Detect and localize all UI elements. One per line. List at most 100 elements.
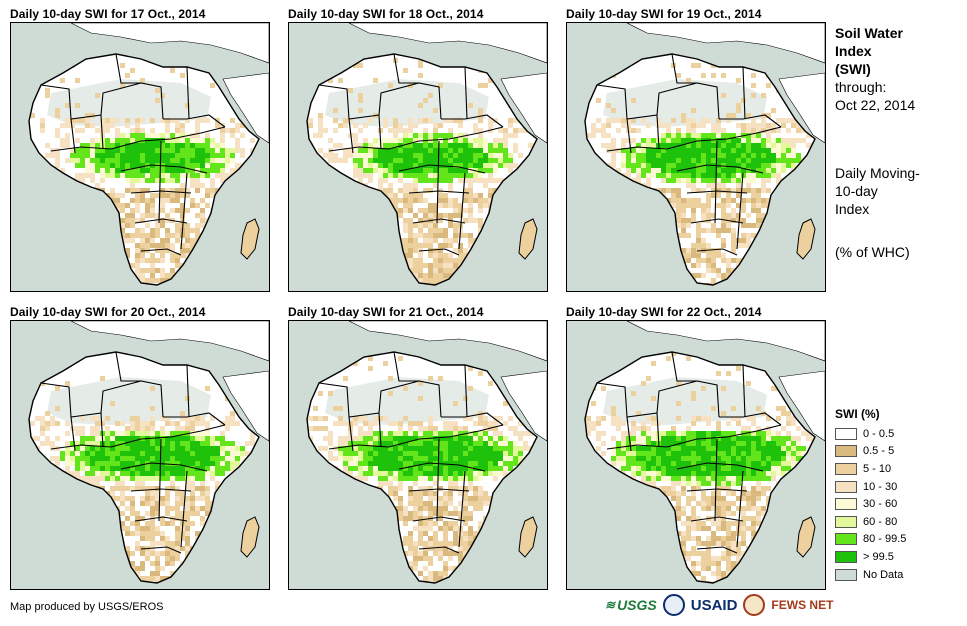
africa-coastline xyxy=(584,53,816,286)
desc-line2: 10-day xyxy=(835,183,878,199)
country-border xyxy=(656,114,660,150)
country-border xyxy=(719,114,782,128)
africa-map xyxy=(566,320,826,590)
map-canvas xyxy=(28,321,269,584)
map-canvas xyxy=(306,23,547,286)
panel-title: Daily 10-day SWI for 17 Oct., 2014 xyxy=(10,7,206,21)
legend-swatch xyxy=(835,498,857,511)
country-border xyxy=(596,82,720,120)
index-description: Daily Moving- 10-day Index xyxy=(835,164,920,218)
map-canvas xyxy=(584,23,825,286)
country-border xyxy=(408,190,470,194)
legend-item: No Data xyxy=(835,566,906,584)
usgs-wave-icon: ≋ xyxy=(605,598,616,612)
country-border xyxy=(348,118,354,154)
legend: SWI (%) 0 - 0.5 0.5 - 5 5 - 10 10 - 30 30 - … xyxy=(835,407,906,583)
europe-landmass xyxy=(70,321,269,362)
country-border xyxy=(464,364,468,418)
desc-line1: Daily Moving- xyxy=(835,165,920,181)
country-border xyxy=(50,424,226,450)
madagascar xyxy=(796,218,816,260)
country-border xyxy=(70,118,76,154)
country-border xyxy=(134,516,188,522)
madagascar xyxy=(796,516,816,558)
legend-label: 60 - 80 xyxy=(863,515,898,528)
country-border xyxy=(100,114,104,150)
africa-coastline xyxy=(28,351,260,584)
country-border xyxy=(378,412,382,448)
country-border xyxy=(186,66,190,120)
country-border xyxy=(626,416,632,452)
legend-swatch xyxy=(835,462,857,475)
arabia-landmass xyxy=(500,72,547,144)
legend-item: > 99.5 xyxy=(835,548,906,566)
country-border xyxy=(120,462,208,472)
country-border xyxy=(130,488,192,492)
country-border xyxy=(441,114,504,128)
country-border xyxy=(40,380,164,418)
legend-swatch xyxy=(835,568,857,581)
panel-title: Daily 10-day SWI for 22 Oct., 2014 xyxy=(566,305,762,319)
africa-map xyxy=(288,22,548,292)
country-border xyxy=(412,218,466,224)
country-border xyxy=(158,438,162,522)
country-border xyxy=(736,172,744,250)
country-border xyxy=(596,380,720,418)
index-title-line2: Index xyxy=(835,43,872,59)
country-border xyxy=(328,424,504,450)
legend-label: 0 - 0.5 xyxy=(863,427,895,440)
africa-map xyxy=(566,22,826,292)
country-border xyxy=(626,118,632,154)
usgs-logo: ≋ USGS xyxy=(605,597,657,613)
country-border xyxy=(418,546,460,554)
country-border xyxy=(180,172,188,250)
through-label: through: xyxy=(835,79,887,95)
units-label: (% of WHC) xyxy=(835,244,910,260)
legend-label: 10 - 30 xyxy=(863,480,898,493)
index-title-line1: Soil Water xyxy=(835,25,903,41)
country-border xyxy=(742,364,746,418)
country-border xyxy=(736,470,744,548)
madagascar xyxy=(240,218,260,260)
legend-label: > 99.5 xyxy=(863,550,894,563)
country-border xyxy=(606,424,782,450)
country-border xyxy=(464,66,468,120)
country-border xyxy=(115,54,141,84)
country-border xyxy=(696,546,738,554)
country-border xyxy=(696,248,738,256)
country-border xyxy=(686,488,748,492)
legend-label: No Data xyxy=(863,568,904,581)
legend-item: 80 - 99.5 xyxy=(835,531,906,549)
europe-landmass xyxy=(626,321,825,362)
europe-landmass xyxy=(348,23,547,64)
map-canvas xyxy=(306,321,547,584)
legend-item: 0.5 - 5 xyxy=(835,443,906,461)
country-border xyxy=(742,66,746,120)
fews-seal-icon xyxy=(743,594,766,616)
index-title-line3: (SWI) xyxy=(835,61,871,77)
country-border xyxy=(140,248,182,256)
africa-map xyxy=(10,22,270,292)
country-border xyxy=(318,82,442,120)
legend-label: 30 - 60 xyxy=(863,498,898,511)
legend-label: 80 - 99.5 xyxy=(863,533,907,546)
map-canvas xyxy=(584,321,825,584)
country-border xyxy=(393,352,419,382)
legend-swatch xyxy=(835,533,857,546)
country-border xyxy=(398,164,486,174)
map-credit: Map produced by USGS/EROS xyxy=(10,601,164,613)
swi-panel-4: Daily 10-day SWI for 20 Oct., 2014 xyxy=(10,304,270,590)
legend-swatch xyxy=(835,515,857,528)
legend-label: 5 - 10 xyxy=(863,462,892,475)
logo-bar: ≋ USGS USAID FEWS NET xyxy=(605,594,833,616)
arabia-landmass xyxy=(500,370,547,442)
country-border xyxy=(656,412,660,448)
panel-title: Daily 10-day SWI for 20 Oct., 2014 xyxy=(10,305,206,319)
country-border xyxy=(328,126,504,152)
country-border xyxy=(606,126,782,152)
country-border xyxy=(676,164,764,174)
legend-swatch xyxy=(835,427,857,440)
swi-panel-3: Daily 10-day SWI for 19 Oct., 2014 xyxy=(566,6,826,292)
country-border xyxy=(70,416,76,452)
country-border xyxy=(686,190,748,194)
